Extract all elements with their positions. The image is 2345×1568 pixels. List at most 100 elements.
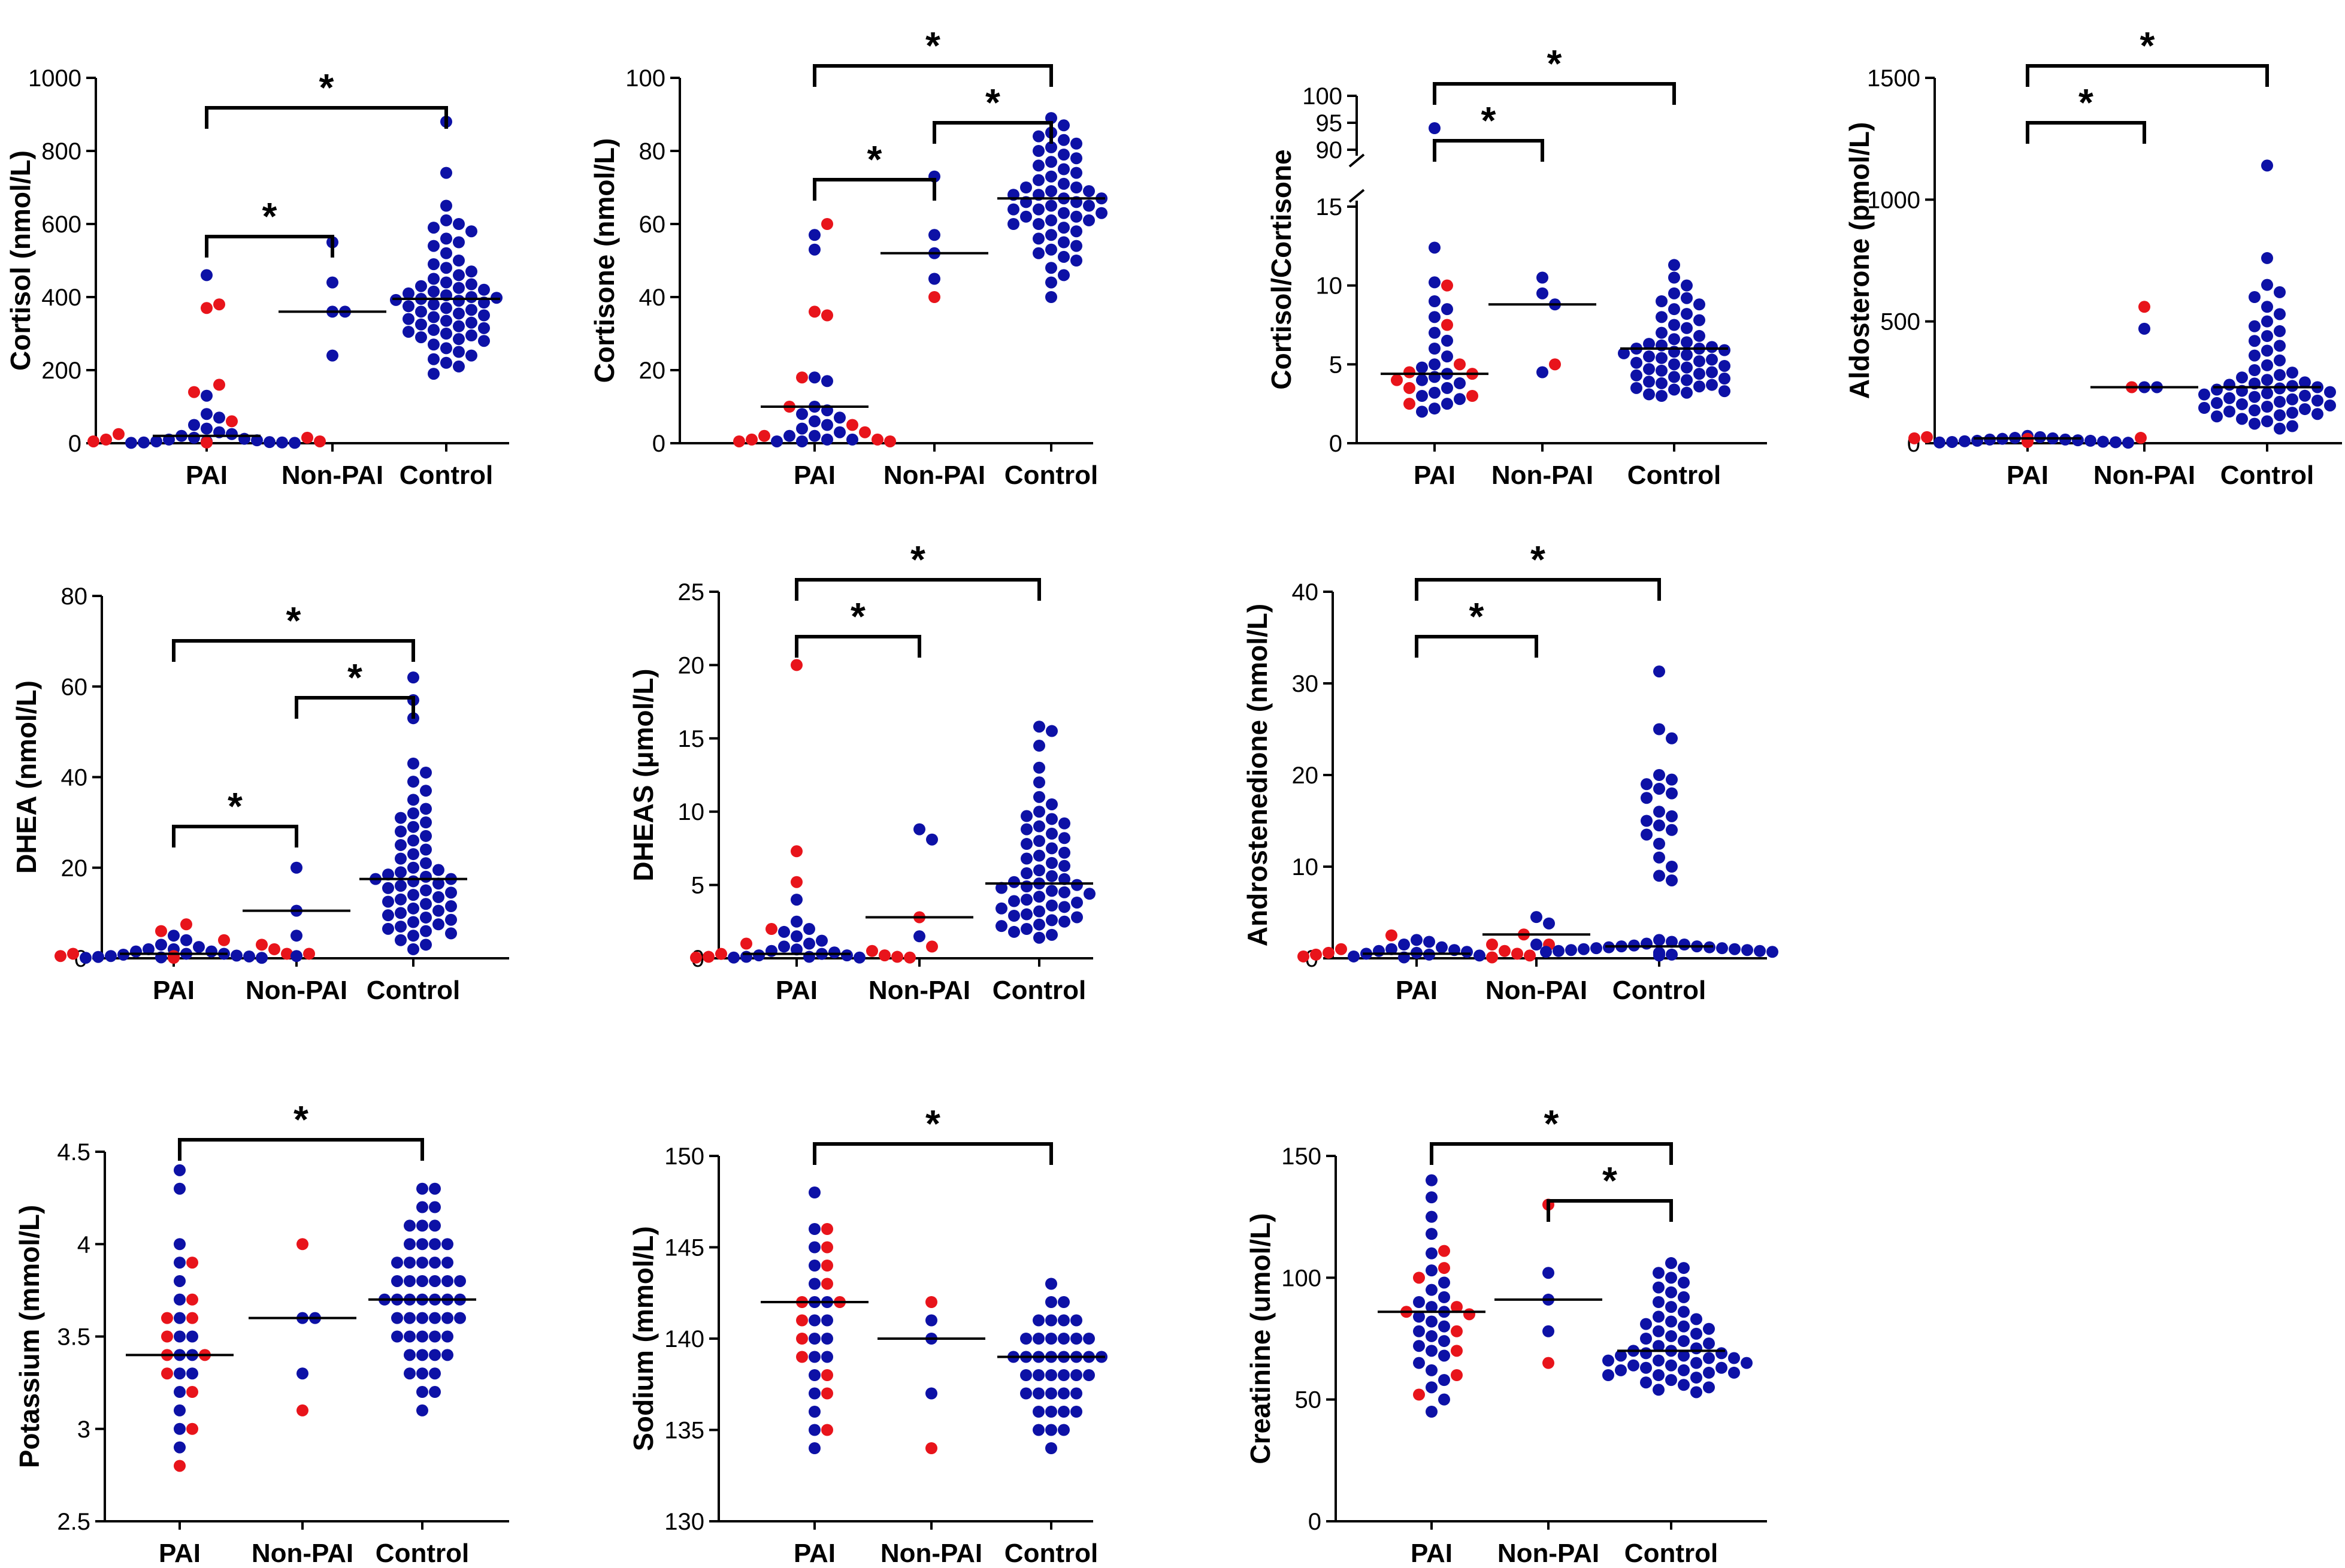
data-point-red [1511,948,1523,960]
data-point-blue [1438,1374,1450,1387]
data-point-blue [1033,174,1045,186]
data-point-blue [1033,130,1045,143]
data-point-blue [821,1314,833,1327]
data-point-blue [809,1387,821,1400]
data-point-blue [291,861,302,874]
data-point-blue [1007,203,1019,216]
data-point-blue [403,325,414,338]
data-point-blue [1046,870,1058,882]
x-tick-label: Non-PAI [252,1539,353,1568]
data-point-blue [1071,911,1083,924]
data-point-blue [821,419,833,431]
chart-panel-4: 050010001500Aldosterone (pmol/L)PAINon-P… [1844,24,2342,490]
data-point-blue [2084,434,2096,447]
data-point-red [188,386,200,398]
data-point-red [765,923,777,936]
data-point-red [796,1333,808,1345]
data-point-blue [1021,838,1033,850]
data-point-blue [454,1312,466,1324]
data-point-blue [403,287,414,299]
significance-star: * [910,538,925,581]
data-point-blue [1008,910,1020,922]
data-point-blue [1033,1387,1045,1400]
significance-star: * [1530,538,1545,581]
data-point-blue [478,309,490,322]
data-point-blue [1665,1315,1677,1328]
data-point-blue [441,1275,453,1287]
data-point-blue [1741,944,1753,956]
y-tick-label: 130 [664,1509,704,1535]
data-point-blue [231,949,243,962]
data-point-red [301,431,313,444]
data-point-blue [1678,1306,1690,1318]
data-point-blue [809,1278,821,1290]
data-point-red [161,1367,173,1380]
data-point-blue [416,1367,428,1380]
data-point-blue [1666,773,1678,786]
data-point-blue [1542,1325,1554,1337]
data-point-blue [1681,322,1693,334]
data-point-blue [1618,347,1630,359]
x-tick-label: PAI [1414,461,1456,490]
y-tick-label: 800 [41,138,81,165]
data-point-blue [1045,1442,1057,1454]
data-point-red [1385,929,1397,942]
data-point-red [791,845,803,858]
data-point-blue [1703,1381,1715,1394]
data-point-blue [429,1182,441,1195]
data-point-blue [420,843,432,856]
data-point-red [1499,945,1511,957]
data-point-blue [1706,379,1718,391]
data-point-blue [1083,185,1095,198]
data-point-blue [130,945,142,958]
data-point-blue [453,255,465,267]
data-point-blue [1021,894,1033,906]
data-point-red [926,940,938,953]
data-point-blue [1426,1174,1438,1186]
data-point-blue [1454,393,1466,405]
data-point-red [218,934,230,946]
data-point-blue [432,918,444,931]
data-point-blue [1426,1284,1438,1296]
data-point-blue [2236,371,2248,384]
data-point-blue [1643,388,1655,401]
axis-break-mark [1348,189,1365,203]
data-point-blue [174,1182,186,1195]
data-point-blue [416,1238,428,1251]
data-point-blue [1678,1364,1690,1376]
data-point-red [796,371,808,384]
data-point-blue [996,882,1007,894]
data-point-blue [465,316,477,329]
data-point-blue [326,276,338,289]
data-point-blue [1058,1333,1070,1345]
data-point-blue [791,915,803,928]
data-point-blue [251,434,263,447]
y-axis-title: Androstenedione (nmol/L) [1242,604,1273,946]
data-point-blue [913,930,925,943]
data-point-blue [1666,824,1678,836]
data-point-blue [1643,376,1655,388]
data-point-blue [440,214,452,226]
data-point-blue [1703,1352,1715,1364]
data-point-red [2135,432,2147,444]
y-tick-label: 145 [664,1235,704,1261]
data-point-blue [416,1182,428,1195]
data-point-blue [188,419,200,431]
data-point-red [1451,1325,1463,1337]
data-point-blue [1008,895,1020,907]
data-point-red [715,948,727,960]
data-point-blue [1083,214,1095,226]
data-point-red [1454,358,1466,371]
data-point-blue [404,1330,416,1343]
data-point-blue [2274,382,2286,395]
data-point-blue [1033,891,1045,903]
data-point-blue [465,265,477,278]
data-point-blue [1058,177,1070,190]
data-point-blue [205,945,217,958]
x-tick-label: Control [400,461,493,490]
data-point-blue [834,411,846,424]
y-tick-label: 100 [1302,83,1342,110]
significance-bracket [1415,578,1661,601]
data-point-blue [2211,396,2223,409]
data-point-blue [809,371,821,384]
